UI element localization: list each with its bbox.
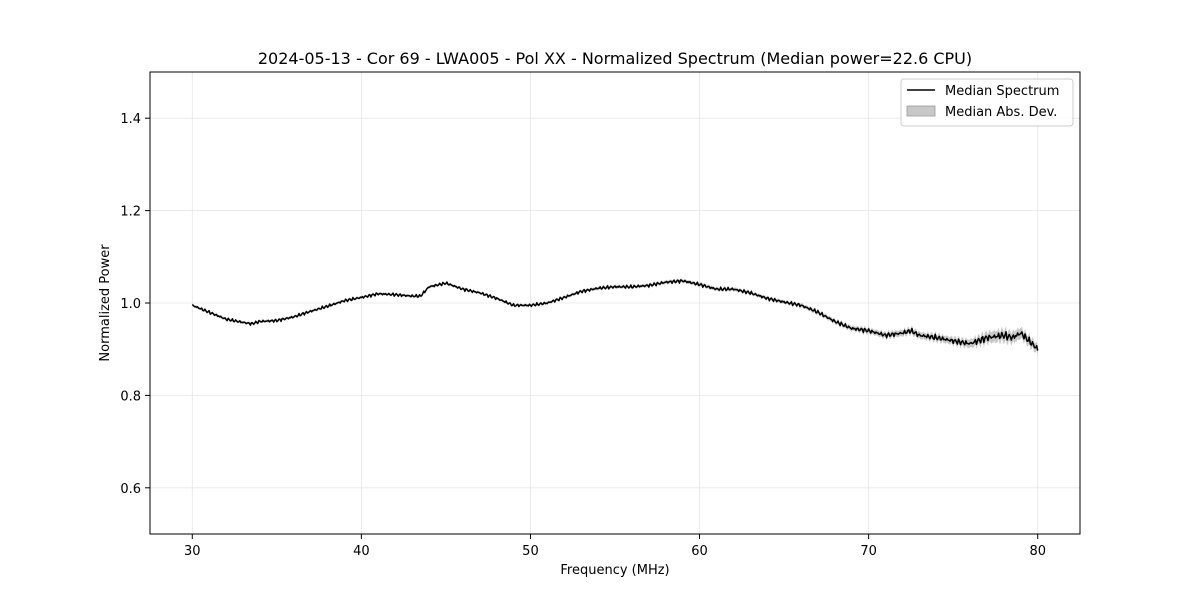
y-tick-label: 1.0 [120, 297, 141, 312]
x-tick-label: 50 [522, 544, 539, 559]
x-axis-label: Frequency (MHz) [560, 563, 669, 578]
x-tick-label: 60 [691, 544, 708, 559]
x-tick-label: 70 [860, 544, 877, 559]
median-spectrum-line [191, 279, 1039, 351]
y-tick-label: 0.6 [120, 482, 141, 497]
x-tick-label: 40 [353, 544, 370, 559]
y-axis-label: Normalized Power [98, 244, 113, 362]
legend-label-median-spectrum: Median Spectrum [945, 84, 1059, 99]
x-axis-ticks: 30 40 50 60 70 80 [184, 534, 1046, 559]
y-axis-ticks: 0.6 0.8 1.0 1.2 1.4 [120, 112, 150, 497]
chart-title: 2024-05-13 - Cor 69 - LWA005 - Pol XX - … [258, 49, 972, 68]
x-tick-label: 30 [184, 544, 201, 559]
y-tick-label: 1.4 [120, 112, 141, 127]
legend-box [900, 78, 1074, 127]
legend-band-swatch [906, 105, 936, 117]
x-tick-label: 80 [1029, 544, 1046, 559]
legend: Median Spectrum Median Abs. Dev. [900, 78, 1074, 127]
series-layer [191, 279, 1039, 351]
y-tick-label: 0.8 [120, 389, 141, 404]
legend-label-median-abs-dev: Median Abs. Dev. [945, 105, 1057, 120]
y-tick-label: 1.2 [120, 205, 141, 220]
